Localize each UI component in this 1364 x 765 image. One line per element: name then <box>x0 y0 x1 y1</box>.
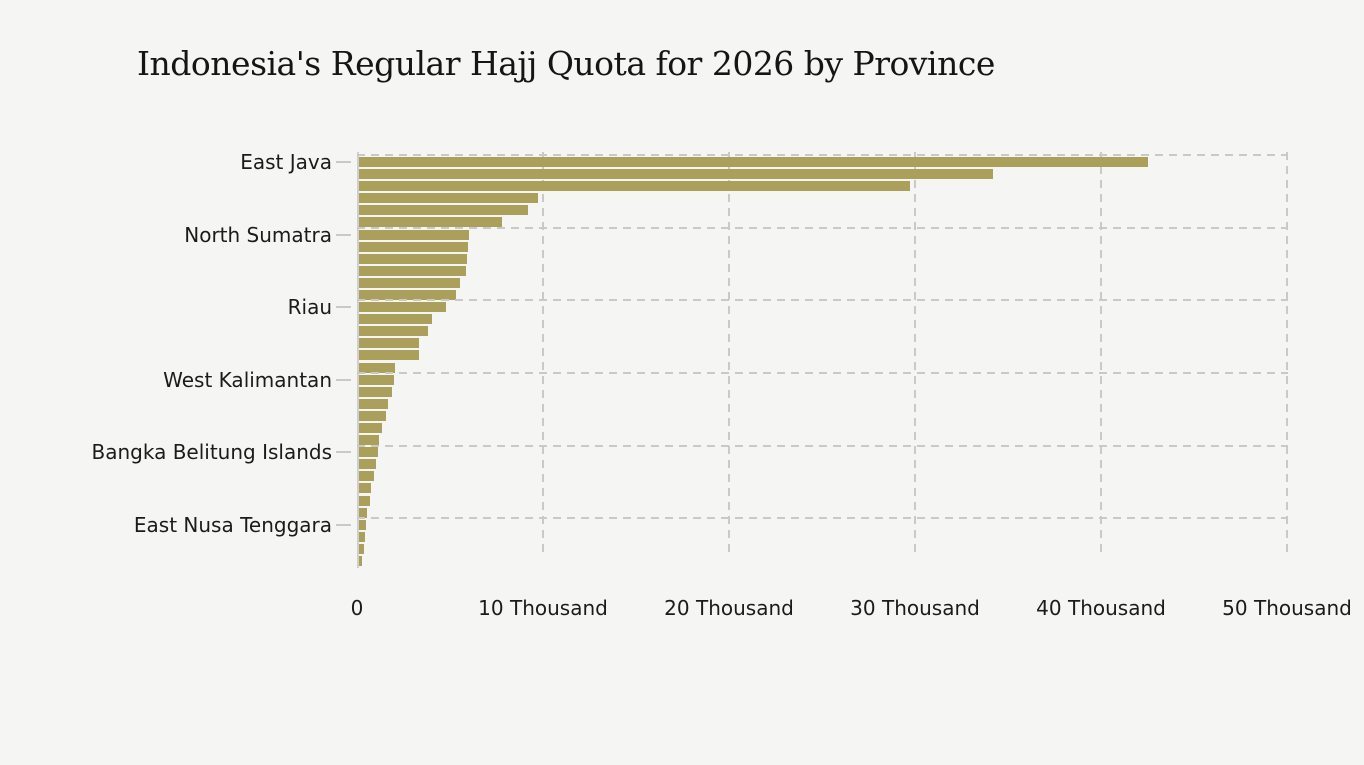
x-gridline <box>1286 152 1288 558</box>
y-tick-mark <box>336 451 351 454</box>
y-tick-label: Bangka Belitung Islands <box>91 440 333 465</box>
bar <box>359 217 503 228</box>
y-gridline <box>357 154 1288 157</box>
bar <box>359 471 374 482</box>
bar <box>359 277 461 288</box>
x-tick-label: 0 <box>350 596 364 620</box>
bar <box>359 314 432 325</box>
y-tick-mark <box>336 306 351 309</box>
bar <box>359 519 367 530</box>
x-gridline <box>1100 152 1102 558</box>
y-gridline <box>357 226 1288 229</box>
bar <box>359 229 469 240</box>
bar <box>359 205 529 216</box>
bar <box>359 531 366 542</box>
x-tick-label: 20 Thousand <box>664 596 794 620</box>
x-gridline <box>542 152 544 558</box>
y-gridline <box>357 517 1288 520</box>
bar <box>359 447 378 458</box>
x-tick-label: 40 Thousand <box>1036 596 1166 620</box>
bar <box>359 241 468 252</box>
bar <box>359 169 994 180</box>
bar <box>359 338 420 349</box>
bar <box>359 543 365 554</box>
y-tick-mark <box>336 233 351 236</box>
y-tick-label: East Java <box>240 150 332 174</box>
y-tick-label: Riau <box>287 295 332 320</box>
bar <box>359 362 396 373</box>
y-tick-mark <box>336 161 351 163</box>
x-tick-label: 10 Thousand <box>478 596 608 620</box>
bar <box>359 410 386 421</box>
bar <box>359 350 419 361</box>
x-tick-label: 50 Thousand <box>1222 596 1352 620</box>
bar <box>359 326 428 337</box>
bar <box>359 181 910 192</box>
y-tick-mark <box>336 523 351 526</box>
bar <box>359 435 379 446</box>
y-tick-label: West Kalimantan <box>163 367 332 392</box>
y-gridline <box>357 444 1288 447</box>
bar <box>359 289 456 300</box>
y-tick-mark <box>336 378 351 381</box>
x-gridline <box>914 152 916 558</box>
bar <box>359 507 367 518</box>
y-gridline <box>357 371 1288 374</box>
bar <box>359 302 447 313</box>
bar <box>359 398 388 409</box>
bar <box>359 386 392 397</box>
bar <box>359 495 370 506</box>
chart-title: Indonesia's Regular Hajj Quota for 2026 … <box>137 44 995 83</box>
y-axis-line <box>357 152 359 568</box>
y-tick-label: North Sumatra <box>184 222 332 247</box>
bar <box>359 253 467 264</box>
bar <box>359 374 395 385</box>
bar <box>359 193 538 204</box>
x-tick-label: 30 Thousand <box>850 596 980 620</box>
x-gridline <box>728 152 730 558</box>
bar <box>359 422 383 433</box>
bar <box>359 483 371 494</box>
y-tick-label: East Nusa Tenggara <box>133 512 332 537</box>
bar <box>359 459 376 470</box>
plot-area <box>357 152 1288 568</box>
bar <box>359 555 363 566</box>
bar <box>359 157 1148 167</box>
y-gridline <box>357 299 1288 302</box>
bar <box>359 265 466 276</box>
